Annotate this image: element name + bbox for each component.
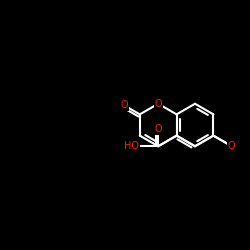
- Text: O: O: [228, 141, 235, 151]
- Text: HO: HO: [124, 141, 139, 151]
- Text: O: O: [120, 100, 128, 110]
- Text: O: O: [154, 124, 162, 134]
- Text: O: O: [154, 99, 162, 109]
